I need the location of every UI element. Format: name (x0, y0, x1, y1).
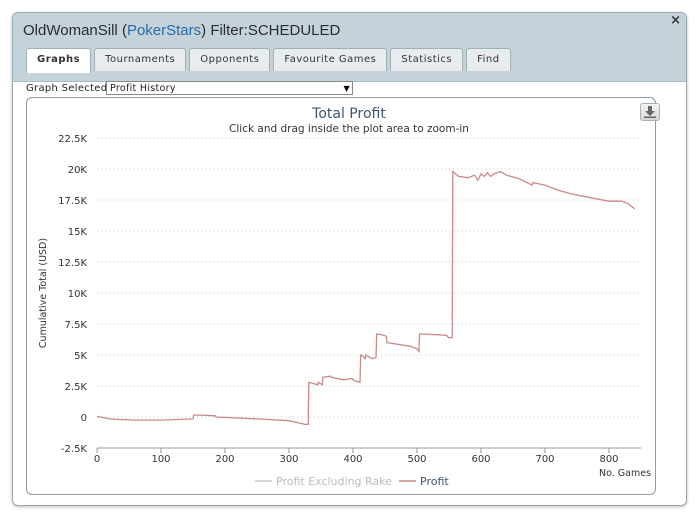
graph-selected-label: Graph Selected: (26, 83, 112, 94)
dropdown-arrow-icon: ▼ (343, 84, 350, 93)
filter-label: Filter:SCHEDULED (210, 22, 341, 39)
site-name: PokerStars (126, 22, 202, 39)
y-tick-label: 0 (81, 413, 87, 424)
y-tick-label: 10K (68, 289, 88, 300)
x-axis-label: No. Games (599, 468, 651, 479)
download-icon (644, 106, 656, 118)
x-tick-label: 200 (215, 454, 234, 465)
y-tick-label: 15K (68, 227, 88, 238)
chart-subtitle: Click and drag inside the plot area to z… (229, 123, 469, 135)
legend-profit: Profit (420, 475, 449, 488)
y-tick-label: 17.5K (58, 196, 87, 207)
close-icon[interactable]: × (670, 13, 681, 28)
x-tick-label: 0 (94, 454, 100, 465)
tab-opponents[interactable]: Opponents (189, 48, 271, 71)
site-close-paren: ) (201, 22, 207, 39)
y-tick-label: 2.5K (65, 382, 88, 393)
y-tick-label: 22.5K (58, 134, 87, 145)
legend-profit-excl-rake: Profit Excluding Rake (276, 475, 392, 488)
tab-find[interactable]: Find (466, 48, 511, 71)
dialog-window: OldWomanSill (PokerStars) Filter:SCHEDUL… (12, 12, 687, 506)
y-tick-label: 5K (74, 351, 87, 362)
y-tick-label: -2.5K (61, 444, 88, 455)
tab-statistics[interactable]: Statistics (390, 48, 464, 71)
graph-select-dropdown[interactable]: Profit History ▼ (106, 81, 353, 95)
tab-favourite-games[interactable]: Favourite Games (273, 48, 388, 71)
title-bar: OldWomanSill (PokerStars) Filter:SCHEDUL… (13, 13, 686, 82)
y-tick-label: 7.5K (65, 320, 88, 331)
tab-tournaments[interactable]: Tournaments (94, 48, 187, 71)
tab-bar: Graphs Tournaments Opponents Favourite G… (26, 48, 511, 73)
x-tick-label: 500 (407, 454, 426, 465)
tab-graphs[interactable]: Graphs (26, 48, 92, 73)
chart-panel[interactable]: Total Profit Click and drag inside the pl… (26, 97, 656, 495)
chart-title: Total Profit (311, 106, 386, 122)
x-tick-label: 600 (471, 454, 490, 465)
x-tick-label: 400 (343, 454, 362, 465)
x-tick-label: 100 (151, 454, 170, 465)
x-tick-label: 800 (599, 454, 618, 465)
profit-series-line (96, 170, 636, 426)
site-open-paren: ( (121, 22, 127, 39)
y-tick-label: 12.5K (58, 258, 87, 269)
window-title: OldWomanSill (PokerStars) Filter:SCHEDUL… (23, 22, 340, 39)
export-button[interactable] (640, 103, 660, 121)
y-tick-label: 20K (68, 165, 88, 176)
x-tick-label: 300 (279, 454, 298, 465)
graph-select-value: Profit History (110, 83, 176, 94)
y-axis-label: Cumulative Total (USD) (38, 238, 49, 348)
x-tick-label: 700 (535, 454, 554, 465)
player-name: OldWomanSill (23, 22, 118, 39)
